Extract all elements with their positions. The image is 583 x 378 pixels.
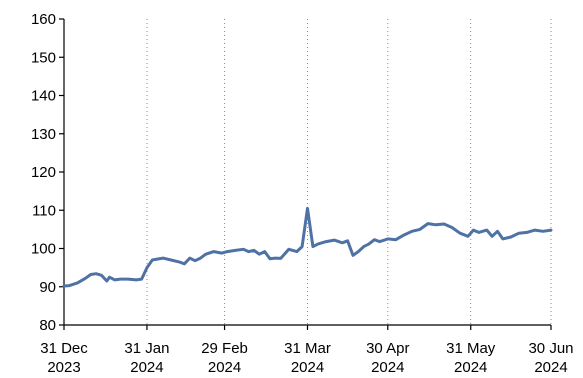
x-axis-ticks: 31 Dec 2023 31 Jan 2024 29 Feb 2024 31 Mar 2024… (40, 325, 574, 376)
x-tick-label-line2: 2024 (371, 359, 404, 376)
x-tick-label: 31 Dec 2023 (40, 340, 88, 376)
series-line (62, 206, 553, 288)
y-tick-label: 120 (31, 164, 56, 181)
y-tick-label: 150 (31, 49, 56, 66)
x-tick-label-line1: 29 Feb (201, 340, 248, 357)
x-tick-label-line2: 2024 (208, 359, 241, 376)
y-tick-label: 100 (31, 241, 56, 258)
x-tick-label: 31 Jan 2024 (124, 340, 169, 376)
y-tick-label: 110 (32, 202, 56, 219)
y-tick-label: 130 (31, 126, 56, 143)
x-tick-label: 30 Apr 2024 (366, 340, 409, 376)
x-tick-label: 31 May 2024 (446, 340, 496, 376)
y-axis-ticks: 80 90 100 110 120 130 140 150 160 (31, 11, 64, 334)
y-tick-label: 160 (31, 11, 56, 28)
x-tick-label-line2: 2024 (130, 359, 163, 376)
x-tick-label-line2: 2024 (454, 359, 487, 376)
x-tick-label-line1: 31 May (446, 340, 496, 357)
x-tick-label-line2: 2023 (47, 359, 80, 376)
x-tick-label-line1: 30 Jun (528, 340, 573, 357)
x-tick-label-line2: 2024 (534, 359, 567, 376)
y-tick-label: 80 (39, 317, 56, 334)
x-tick-label: 31 Mar 2024 (284, 340, 331, 376)
series (62, 206, 553, 288)
x-tick-label-line1: 30 Apr (366, 340, 409, 357)
x-tick-label: 29 Feb 2024 (201, 340, 248, 376)
x-tick-label-line2: 2024 (291, 359, 324, 376)
x-tick-label-line1: 31 Jan (124, 340, 169, 357)
x-tick-label-line1: 31 Dec (40, 340, 88, 357)
grid (146, 19, 552, 325)
x-tick-label-line1: 31 Mar (284, 340, 331, 357)
y-tick-label: 90 (39, 279, 56, 296)
y-tick-label: 140 (31, 88, 56, 105)
x-tick-label: 30 Jun 2024 (528, 340, 573, 376)
